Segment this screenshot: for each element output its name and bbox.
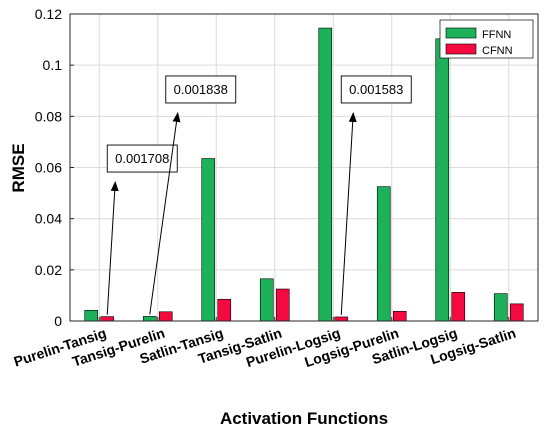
annotation-arrow bbox=[106, 181, 119, 315]
annotation-arrow bbox=[340, 111, 357, 315]
y-tick-label: 0.04 bbox=[35, 211, 62, 227]
annotation-arrow bbox=[149, 111, 181, 315]
y-axis-title: RMSE bbox=[9, 143, 28, 192]
legend-label-ffnn: FFNN bbox=[482, 29, 511, 41]
bar-ffnn-satlin-logsig bbox=[435, 38, 450, 322]
y-tick-label: 0.02 bbox=[35, 262, 62, 278]
bar-cfnn-tansig-purelin bbox=[158, 311, 173, 322]
bar-cfnn-satlin-tansig bbox=[217, 298, 232, 322]
bar-ffnn-purelin-tansig bbox=[84, 309, 99, 322]
y-axis-ticks: 0 0.02 0.04 0.06 0.08 0.1 0.12 bbox=[35, 6, 74, 329]
bar-cfnn-purelin-logsig bbox=[334, 316, 349, 322]
legend-swatch-cfnn bbox=[445, 43, 477, 55]
bar-ffnn-tansig-satlin bbox=[259, 278, 274, 322]
legend: FFNN CFNN bbox=[439, 19, 534, 59]
annotations: 0.001708 0.001838 0.001583 bbox=[106, 75, 412, 315]
y-tick-label: 0.12 bbox=[35, 6, 62, 22]
y-tick-label: 0.08 bbox=[35, 108, 62, 124]
bar-cfnn-logsig-satlin bbox=[509, 303, 524, 322]
bar-ffnn-logsig-purelin bbox=[376, 186, 391, 322]
bar-cfnn-tansig-satlin bbox=[275, 288, 290, 322]
y-tick-label: 0.1 bbox=[43, 57, 63, 73]
y-tick-label: 0.06 bbox=[35, 160, 62, 176]
bars bbox=[84, 27, 524, 322]
annotation-box bbox=[340, 75, 412, 104]
legend-swatch-ffnn bbox=[445, 27, 477, 39]
bar-ffnn-tansig-purelin bbox=[142, 316, 157, 322]
bar-ffnn-logsig-satlin bbox=[493, 293, 508, 322]
annotation-box bbox=[106, 144, 178, 173]
bar-ffnn-purelin-logsig bbox=[318, 27, 333, 322]
x-axis-ticks: Purelin-TansigTansig-PurelinSatlin-Tansi… bbox=[12, 317, 518, 370]
legend-label-cfnn: CFNN bbox=[482, 45, 513, 57]
bar-cfnn-logsig-purelin bbox=[392, 310, 407, 322]
x-axis-title: Activation Functions bbox=[220, 409, 388, 428]
bar-ffnn-satlin-tansig bbox=[201, 158, 216, 322]
annotation-box bbox=[165, 75, 237, 104]
annotation-label: 0.001583 bbox=[349, 82, 403, 97]
grid bbox=[70, 13, 538, 322]
annotation-label: 0.001708 bbox=[115, 151, 169, 166]
bar-cfnn-satlin-logsig bbox=[451, 292, 466, 322]
bar-cfnn-purelin-tansig bbox=[100, 316, 115, 322]
annotation-label: 0.001838 bbox=[174, 82, 228, 97]
y-tick-label: 0 bbox=[54, 313, 62, 329]
